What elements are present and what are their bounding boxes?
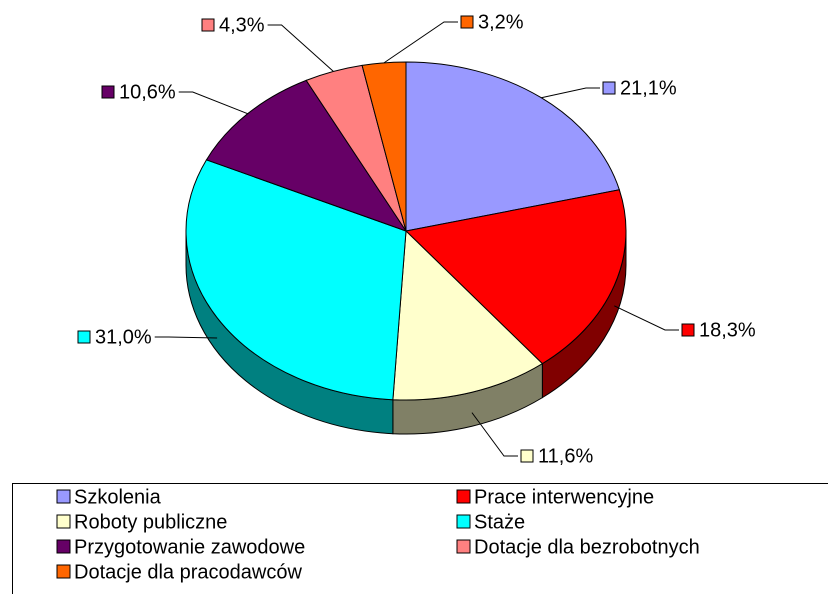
- legend-label: Prace interwencyjne: [474, 486, 654, 508]
- pie: [185, 61, 627, 435]
- legend-label: Dotacje dla bezrobotnych: [474, 536, 700, 558]
- legend-swatch: [56, 564, 71, 579]
- leader-line: [614, 305, 679, 331]
- data-label: 10,6%: [119, 81, 176, 103]
- label-swatch: [201, 18, 215, 32]
- legend-label: Staże: [474, 511, 525, 533]
- legend: Szkolenia Prace interwencyjne Roboty publi…: [56, 486, 700, 583]
- legend-swatch: [56, 489, 71, 504]
- legend-box: [12, 483, 828, 594]
- data-label: 31,0%: [95, 326, 152, 348]
- legend-swatch: [456, 489, 471, 504]
- label-swatch: [101, 85, 115, 99]
- label-swatch: [681, 323, 695, 337]
- slice: [361, 61, 407, 232]
- slice: [185, 159, 407, 401]
- data-labels: 21,1% 18,3% 11,6% 31,0% 10,6% 4,3% 3,2%: [77, 11, 756, 467]
- data-label: 18,3%: [699, 319, 756, 341]
- legend-swatch: [56, 514, 71, 529]
- leader-line: [154, 336, 218, 339]
- legend-label: Dotacje dla pracodawców: [74, 561, 302, 583]
- label-swatch: [77, 330, 91, 344]
- label-swatch: [460, 15, 474, 29]
- leader-line: [471, 412, 518, 457]
- legend-swatch: [456, 539, 471, 554]
- legend-label: Roboty publiczne: [74, 511, 227, 533]
- legend-label: Przygotowanie zawodowe: [74, 536, 305, 558]
- data-label: 11,6%: [538, 445, 593, 467]
- leader-line: [178, 91, 248, 115]
- slice: [392, 229, 544, 401]
- slice: [205, 79, 408, 232]
- leader-line: [383, 21, 458, 64]
- label-swatch: [602, 81, 616, 95]
- data-label: 4,3%: [219, 14, 265, 36]
- data-label: 21,1%: [620, 77, 677, 99]
- data-label: 3,2%: [478, 11, 524, 33]
- leader-line: [267, 24, 334, 72]
- slice: [404, 189, 627, 365]
- label-swatch: [520, 449, 534, 463]
- leader-line: [541, 87, 600, 99]
- legend-swatch: [56, 539, 71, 554]
- legend-swatch: [456, 514, 471, 529]
- legend-label: Szkolenia: [74, 486, 162, 508]
